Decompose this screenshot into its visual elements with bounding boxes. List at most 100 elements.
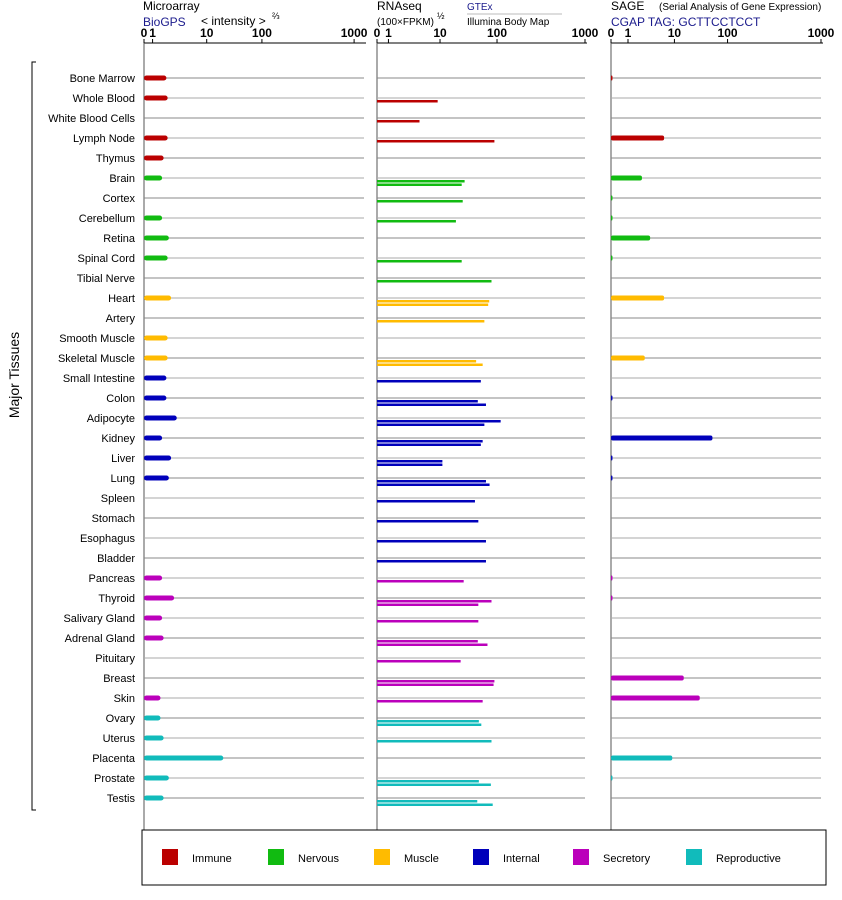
rnaseq-source-gtex: GTEx bbox=[467, 2, 493, 13]
rnaseq-bar-liver-2 bbox=[377, 463, 443, 466]
microarray-bar-lung bbox=[144, 475, 169, 481]
rnaseq-bar-lymph-node-1 bbox=[377, 140, 495, 143]
rnaseq-bar-testis-2 bbox=[377, 803, 493, 806]
bars bbox=[144, 75, 713, 806]
rnaseq-source-illumina: Illumina Body Map bbox=[467, 17, 550, 28]
tissue-label-white-blood-cells: White Blood Cells bbox=[48, 113, 135, 125]
rnaseq-bar-ovary-1 bbox=[377, 720, 479, 723]
rnaseq-bar-uterus-1 bbox=[377, 740, 492, 743]
microarray-bar-lymph-node bbox=[144, 135, 168, 141]
microarray-title: Microarray bbox=[143, 0, 200, 13]
sage-bar-lymph-node bbox=[611, 135, 665, 141]
microarray-bar-skeletal-muscle bbox=[144, 355, 168, 361]
legend: Immune Nervous Muscle Internal Secretory Repr… bbox=[162, 849, 781, 865]
tissue-label-uterus: Uterus bbox=[103, 733, 136, 745]
rnaseq-bar-bladder-1 bbox=[377, 560, 486, 563]
sage-bar-cerebellum bbox=[611, 215, 613, 221]
rnaseq-bar-spleen-1 bbox=[377, 500, 475, 503]
sage-bar-breast bbox=[611, 675, 684, 681]
tissue-label-liver: Liver bbox=[111, 453, 135, 465]
legend-label-muscle: Muscle bbox=[404, 853, 439, 865]
microarray-bar-prostate bbox=[144, 775, 169, 781]
tissue-label-bone-marrow: Bone Marrow bbox=[70, 73, 135, 85]
microarray-source: BioGPS bbox=[143, 15, 186, 29]
rnaseq-bar-thyroid-2 bbox=[377, 603, 479, 606]
tissue-label-adipocyte: Adipocyte bbox=[87, 413, 135, 425]
legend-swatch-internal bbox=[473, 849, 489, 865]
legend-label-reproductive: Reproductive bbox=[716, 853, 781, 865]
tissue-label-skin: Skin bbox=[114, 693, 135, 705]
microarray-tick-label-1: 1 bbox=[149, 26, 156, 40]
rnaseq-bar-pancreas-1 bbox=[377, 580, 464, 583]
rnaseq-bar-prostate-1 bbox=[377, 780, 479, 783]
microarray-bar-cerebellum bbox=[144, 215, 163, 221]
microarray-bar-kidney bbox=[144, 435, 163, 441]
rnaseq-bar-adipocyte-2 bbox=[377, 423, 485, 426]
sage-bar-cortex bbox=[611, 195, 613, 201]
rnaseq-tick-label-100: 100 bbox=[487, 26, 507, 40]
sage-tick-label-0: 0 bbox=[608, 26, 615, 40]
rnaseq-bar-adipocyte-1 bbox=[377, 420, 501, 423]
microarray-bar-bone-marrow bbox=[144, 75, 167, 81]
microarray-tick-label-1000: 1000 bbox=[341, 26, 368, 40]
microarray-bar-whole-blood bbox=[144, 95, 168, 101]
tissue-label-artery: Artery bbox=[106, 313, 136, 325]
sage-title: SAGE bbox=[611, 0, 644, 13]
sage-header: SAGE (Serial Analysis of Gene Expression… bbox=[611, 0, 821, 29]
rnaseq-bar-liver-1 bbox=[377, 460, 443, 463]
legend-label-immune: Immune bbox=[192, 853, 232, 865]
rnaseq-unit: (100×FPKM) bbox=[377, 17, 434, 28]
tissue-label-skeletal-muscle: Skeletal Muscle bbox=[58, 353, 135, 365]
tissue-label-retina: Retina bbox=[103, 233, 136, 245]
rnaseq-bar-white-blood-cells-1 bbox=[377, 120, 420, 123]
rnaseq-bar-adrenal-gland-1 bbox=[377, 640, 478, 643]
sage-bar-pancreas bbox=[611, 575, 613, 581]
rnaseq-bar-prostate-2 bbox=[377, 783, 491, 786]
rnaseq-bar-heart-1 bbox=[377, 300, 490, 303]
rnaseq-title: RNAseq bbox=[377, 0, 422, 13]
rnaseq-tick-label-10: 10 bbox=[433, 26, 447, 40]
microarray-bar-testis bbox=[144, 795, 164, 801]
microarray-bar-small-intestine bbox=[144, 375, 167, 381]
rnaseq-bar-tibial-nerve-1 bbox=[377, 280, 492, 283]
tissue-label-esophagus: Esophagus bbox=[80, 533, 136, 545]
microarray-tick-label-10: 10 bbox=[200, 26, 214, 40]
tissue-label-heart: Heart bbox=[108, 293, 135, 305]
rnaseq-bar-ovary-2 bbox=[377, 723, 482, 726]
rnaseq-bar-skeletal-muscle-2 bbox=[377, 363, 483, 366]
sage-subtitle: (Serial Analysis of Gene Expression) bbox=[659, 2, 821, 13]
microarray-bar-salivary-gland bbox=[144, 615, 163, 621]
rnaseq-bar-cerebellum-1 bbox=[377, 220, 456, 223]
microarray-bar-uterus bbox=[144, 735, 164, 741]
rnaseq-bar-kidney-2 bbox=[377, 443, 481, 446]
tissue-label-placenta: Placenta bbox=[92, 753, 136, 765]
microarray-bar-adipocyte bbox=[144, 415, 177, 421]
legend-swatch-muscle bbox=[374, 849, 390, 865]
rnaseq-bar-adrenal-gland-2 bbox=[377, 643, 488, 646]
tissue-label-small-intestine: Small Intestine bbox=[63, 373, 135, 385]
rnaseq-tick-label-1: 1 bbox=[385, 26, 392, 40]
microarray-bar-smooth-muscle bbox=[144, 335, 168, 341]
rnaseq-bar-brain-1 bbox=[377, 180, 465, 183]
rnaseq-bar-colon-1 bbox=[377, 400, 478, 403]
microarray-bar-spinal-cord bbox=[144, 255, 168, 261]
tissue-label-brain: Brain bbox=[109, 173, 135, 185]
tissue-label-testis: Testis bbox=[107, 793, 136, 805]
sage-bar-heart bbox=[611, 295, 665, 301]
tissue-label-colon: Colon bbox=[106, 393, 135, 405]
tissue-label-spleen: Spleen bbox=[101, 493, 135, 505]
microarray-bar-adrenal-gland bbox=[144, 635, 164, 641]
tissue-label-pituitary: Pituitary bbox=[95, 653, 135, 665]
sage-bar-brain bbox=[611, 175, 642, 181]
microarray-unit: < intensity > bbox=[201, 14, 266, 28]
rnaseq-bar-skin-1 bbox=[377, 700, 483, 703]
sage-bar-skeletal-muscle bbox=[611, 355, 645, 361]
tissue-label-prostate: Prostate bbox=[94, 773, 135, 785]
tissue-label-breast: Breast bbox=[103, 673, 135, 685]
rnaseq-bar-spinal-cord-1 bbox=[377, 260, 462, 263]
tissue-label-pancreas: Pancreas bbox=[89, 573, 136, 585]
rnaseq-header: RNAseq (100×FPKM) ½ GTEx Illumina Body M… bbox=[377, 0, 562, 28]
rnaseq-tick-label-0: 0 bbox=[374, 26, 381, 40]
sage-tag: CGAP TAG: GCTTCCTCCT bbox=[611, 15, 761, 29]
sage-tick-label-1000: 1000 bbox=[808, 26, 835, 40]
